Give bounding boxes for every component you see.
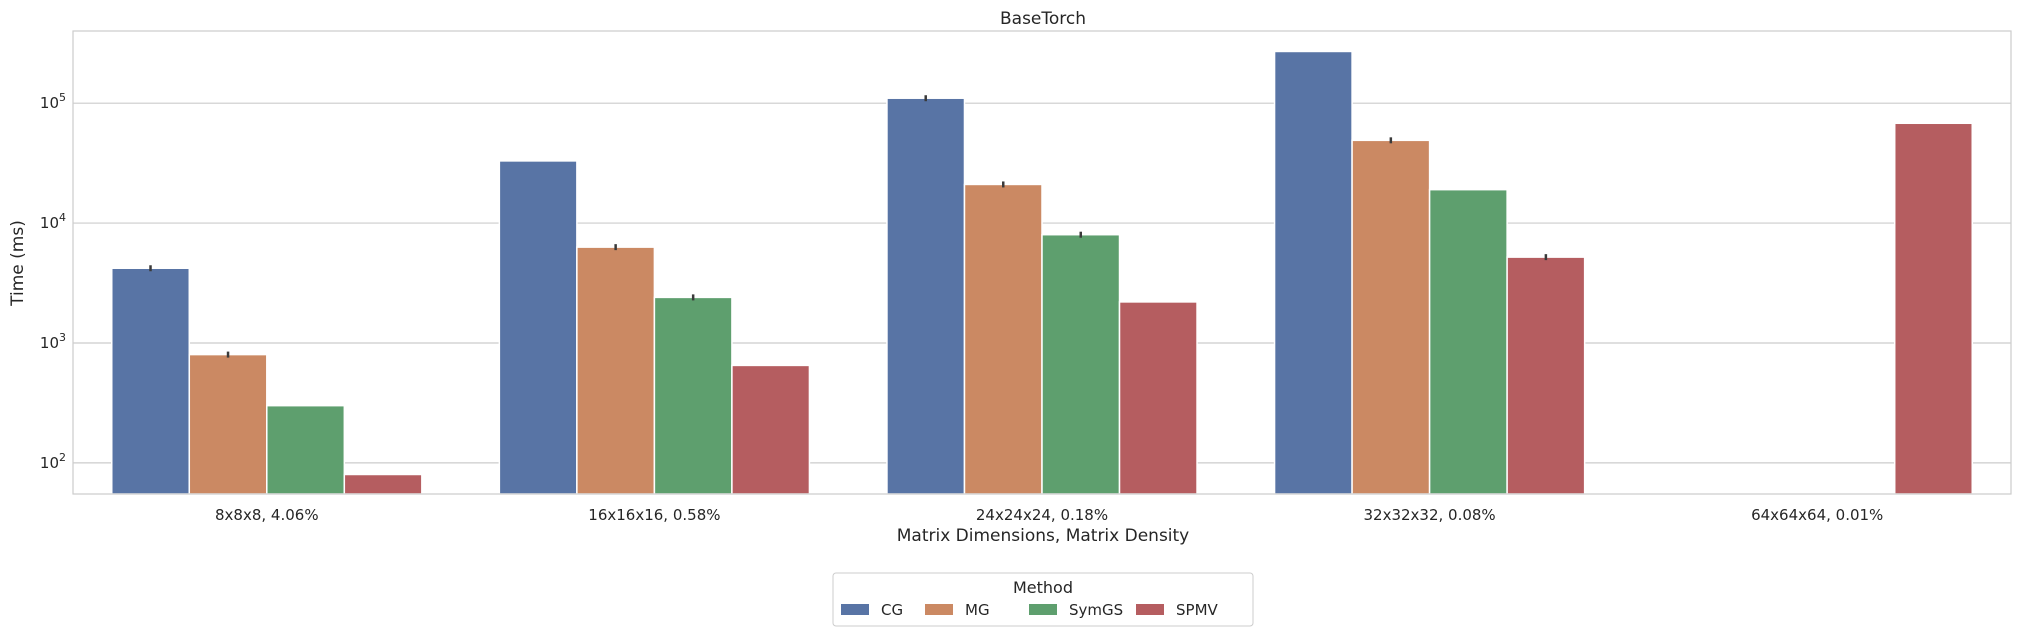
chart-title: BaseTorch (1000, 9, 1086, 29)
bar-cg-0 (111, 267, 191, 495)
legend-swatch-symgs (1029, 604, 1057, 615)
legend-title: Method (1013, 578, 1073, 597)
bar-spmv-0 (343, 473, 423, 495)
plot-frame (72, 30, 2012, 495)
y-tick-exponent: 4 (59, 211, 66, 224)
y-tick-base: 10 (40, 214, 59, 232)
y-tick-exponent: 3 (59, 331, 66, 344)
legend-label-symgs: SymGS (1069, 601, 1123, 619)
bar-symgs-2 (1041, 233, 1121, 495)
bar-mg-3 (1351, 139, 1431, 495)
legend-swatch-cg (841, 604, 869, 615)
bar-spmv-1 (731, 364, 811, 495)
x-tick-label: 24x24x24, 0.18% (976, 506, 1108, 524)
x-tick-label: 64x64x64, 0.01% (1751, 506, 1883, 524)
y-tick-exponent: 5 (59, 91, 66, 104)
x-axis-ticks: 8x8x8, 4.06% 16x16x16, 0.58% 24x24x24, 0.1… (215, 506, 1883, 524)
bar-symgs-1 (653, 296, 733, 495)
bar-symgs-0 (266, 404, 346, 495)
y-tick-base: 10 (40, 334, 59, 352)
y-tick-label: 102 (40, 451, 66, 472)
y-tick-label: 104 (40, 211, 66, 232)
x-tick-label: 32x32x32, 0.08% (1363, 506, 1495, 524)
bar-mg-0 (188, 353, 268, 495)
y-tick-label: 103 (40, 331, 66, 352)
bars (111, 50, 1973, 495)
y-tick-label: 105 (40, 91, 66, 112)
x-tick-label: 8x8x8, 4.06% (215, 506, 319, 524)
x-tick-label: 16x16x16, 0.58% (588, 506, 720, 524)
bar-mg-1 (576, 246, 656, 495)
bar-spmv-2 (1118, 301, 1198, 495)
legend-swatch-mg (925, 604, 953, 615)
bar-cg-2 (886, 97, 966, 495)
y-axis-label: Time (ms) (8, 220, 28, 307)
bar-spmv-4 (1893, 122, 1973, 495)
y-tick-base: 10 (40, 94, 59, 112)
legend: Method CG MG SymGS SPMV (832, 572, 1254, 627)
bar-symgs-3 (1428, 188, 1508, 495)
legend-items: CG MG SymGS SPMV (841, 601, 1219, 619)
y-tick-exponent: 2 (59, 451, 66, 464)
legend-label-cg: CG (881, 601, 903, 619)
bar-spmv-3 (1506, 256, 1586, 495)
legend-swatch-spmv (1136, 604, 1164, 615)
x-axis-label: Matrix Dimensions, Matrix Density (897, 526, 1190, 546)
y-tick-base: 10 (40, 454, 59, 472)
bar-cg-3 (1273, 50, 1353, 495)
bar-cg-1 (498, 160, 578, 495)
bar-mg-2 (963, 183, 1043, 495)
legend-label-spmv: SPMV (1176, 601, 1219, 619)
legend-label-mg: MG (965, 601, 990, 619)
